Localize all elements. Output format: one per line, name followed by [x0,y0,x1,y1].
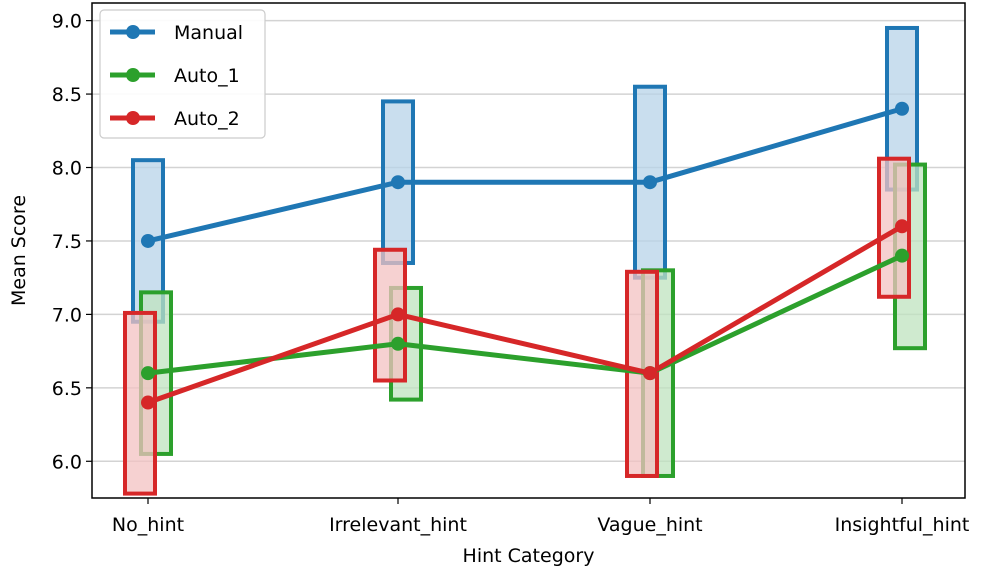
x-tick-label: Vague_hint [597,514,702,536]
data-point-auto_1 [895,248,909,263]
y-axis-ticks: 6.0 6.5 7.0 7.5 8.0 8.5 9.0 [52,11,92,473]
legend-label: Auto_1 [174,65,240,87]
data-point-manual [141,233,155,248]
x-tick-label: Irrelevant_hint [329,514,467,536]
y-tick-label: 7.0 [52,304,82,326]
y-tick-label: 9.0 [52,11,82,33]
data-point-auto_1 [391,336,405,351]
x-axis-ticks: No_hint Irrelevant_hint Vague_hint Insightf… [112,498,969,536]
legend-marker-manual [126,25,140,39]
legend-box [99,9,266,139]
data-point-auto_2 [391,307,405,322]
plot-frame [91,2,966,499]
legend-marker-auto_1 [126,68,140,82]
data-point-manual [391,175,405,190]
series-line-auto_2 [147,224,904,405]
data-point-auto_2 [895,219,909,234]
range-box-auto_2 [123,310,157,496]
series-line-manual [147,106,903,244]
legend-label: Manual [174,22,243,44]
x-axis-label: Hint Category [463,545,595,567]
series-lines [141,101,909,410]
y-tick-label: 6.0 [52,451,82,473]
x-tick-label: No_hint [112,514,184,536]
data-point-auto_2 [643,366,657,381]
data-point-manual [895,101,909,116]
y-tick-label: 6.5 [52,378,82,400]
x-tick-label: Insightful_hint [835,514,970,536]
y-tick-label: 8.0 [52,158,82,180]
data-point-auto_1 [141,366,155,381]
y-tick-label: 7.5 [52,231,82,253]
data-point-manual [643,175,657,190]
legend: Manual Auto_1 Auto_2 [99,9,266,139]
legend-marker-auto_2 [126,111,140,125]
y-axis-label: Mean Score [8,195,30,306]
legend-label: Auto_2 [174,108,240,130]
y-tick-label: 8.5 [52,84,82,106]
data-point-auto_2 [141,395,155,410]
